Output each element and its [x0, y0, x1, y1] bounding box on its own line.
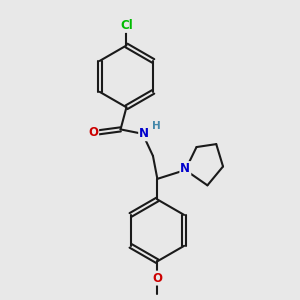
Text: O: O — [88, 126, 98, 139]
Text: N: N — [180, 162, 190, 175]
Text: H: H — [152, 121, 161, 130]
Text: O: O — [152, 272, 162, 285]
Text: N: N — [139, 127, 149, 140]
Text: Cl: Cl — [120, 19, 133, 32]
